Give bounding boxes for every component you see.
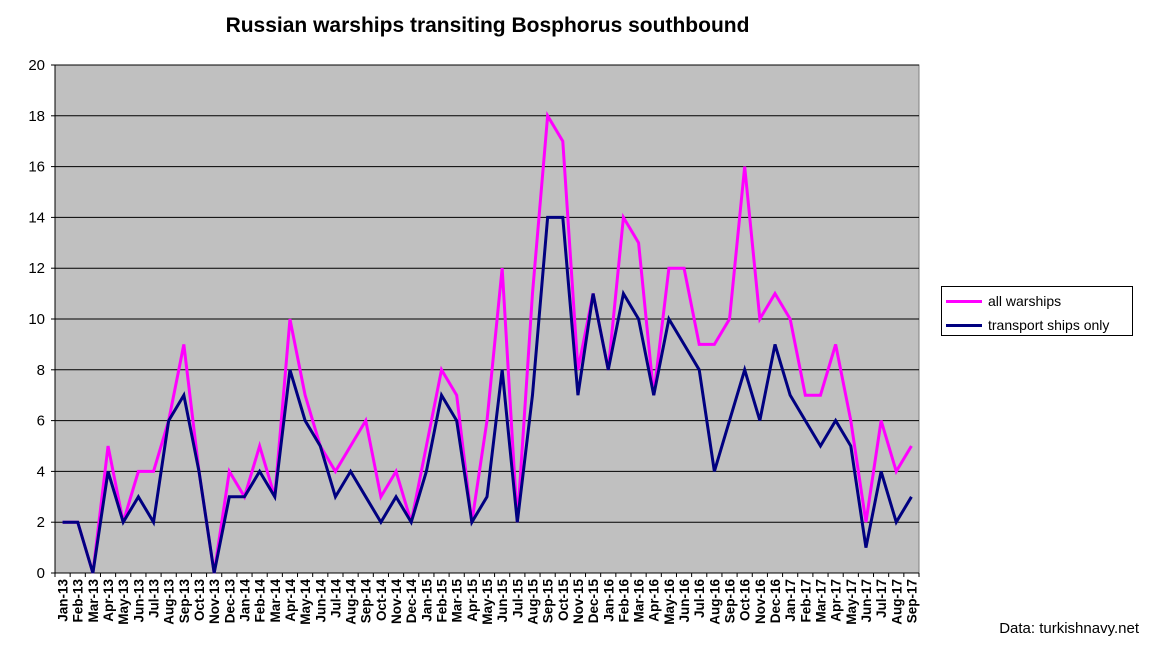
x-tick-label: May-15	[480, 579, 495, 625]
legend-item-transport-ships: transport ships only	[946, 315, 1109, 335]
x-tick-label: Jul-14	[328, 579, 343, 619]
y-tick-label: 12	[28, 260, 45, 277]
x-tick-label: Aug-17	[889, 579, 904, 625]
x-tick-label: Sep-14	[359, 579, 374, 624]
y-tick-label: 2	[37, 514, 45, 531]
y-tick-label: 14	[28, 209, 45, 226]
x-tick-label: Aug-14	[344, 579, 359, 625]
legend-item-all-warships: all warships	[946, 291, 1061, 311]
source-note: Data: turkishnavy.net	[999, 620, 1139, 637]
x-tick-label: Sep-16	[723, 579, 738, 624]
x-tick-label: Nov-15	[571, 579, 586, 625]
y-tick-label: 18	[28, 108, 45, 125]
x-tick-label: Jan-13	[56, 579, 71, 622]
x-tick-label: Jun-17	[859, 579, 874, 623]
x-tick-label: Oct-14	[374, 579, 389, 622]
x-tick-label: Mar-14	[268, 579, 283, 623]
x-tick-label: Sep-17	[904, 579, 919, 623]
x-tick-label: Mar-15	[450, 579, 465, 623]
x-tick-label: Mar-17	[813, 579, 828, 623]
x-tick-label: Dec-14	[404, 579, 419, 624]
series-line-transport-ships	[62, 215, 913, 574]
x-tick-label: Dec-13	[222, 579, 237, 624]
x-tick-label: Apr-14	[283, 579, 298, 622]
x-tick-label: May-13	[116, 579, 131, 625]
x-tick-label: Jul-17	[874, 579, 889, 618]
legend-label-transport-ships: transport ships only	[988, 317, 1110, 333]
x-tick-label: Feb-16	[616, 579, 631, 623]
x-tick-label: Jul-15	[510, 579, 525, 619]
x-tick-label: Jun-13	[131, 579, 146, 623]
x-tick-label: Mar-16	[632, 579, 647, 623]
x-tick-label: Jan-14	[237, 579, 252, 622]
x-tick-label: Jan-16	[601, 579, 616, 622]
x-tick-label: Aug-13	[162, 579, 177, 625]
x-tick-label: May-14	[298, 579, 313, 625]
x-tick-label: Jun-16	[677, 579, 692, 623]
x-tick-label: Feb-15	[435, 579, 450, 623]
x-tick-label: Jun-15	[495, 579, 510, 623]
x-tick-label: May-16	[662, 579, 677, 625]
x-tick-label: Sep-13	[177, 579, 192, 624]
x-tick-label: Jan-17	[783, 579, 798, 622]
x-tick-label: May-17	[844, 579, 859, 625]
x-tick-label: Dec-16	[768, 579, 783, 624]
x-tick-label: Aug-16	[707, 579, 722, 625]
x-tick-label: Dec-15	[586, 579, 601, 624]
y-tick-label: 4	[37, 463, 45, 480]
x-tick-label: Feb-13	[71, 579, 86, 623]
y-tick-label: 16	[28, 159, 45, 176]
x-tick-label: Nov-14	[389, 579, 404, 625]
x-tick-label: Oct-15	[556, 579, 571, 622]
x-tick-label: Apr-13	[101, 579, 116, 622]
x-tick-label: Sep-15	[541, 579, 556, 624]
x-tick-label: Nov-16	[753, 579, 768, 625]
y-tick-label: 10	[28, 311, 45, 328]
legend-swatch-all-warships	[946, 299, 982, 303]
y-tick-label: 20	[28, 57, 45, 74]
x-tick-label: Nov-13	[207, 579, 222, 625]
y-tick-label: 0	[37, 565, 45, 582]
x-tick-label: Jun-14	[313, 579, 328, 623]
legend: all warships transport ships only	[941, 286, 1133, 336]
x-tick-label: Aug-15	[525, 579, 540, 625]
x-tick-label: Apr-16	[647, 579, 662, 622]
x-tick-label: Jul-13	[147, 579, 162, 619]
x-tick-label: Mar-13	[86, 579, 101, 623]
y-tick-label: 6	[37, 413, 45, 430]
x-tick-label: Jan-15	[419, 579, 434, 622]
chart-title: Russian warships transiting Bosphorus so…	[225, 14, 750, 37]
x-tick-label: Feb-14	[253, 579, 268, 623]
x-tick-label: Apr-17	[829, 579, 844, 622]
legend-swatch-transport-ships	[946, 323, 982, 327]
x-tick-label: Oct-13	[192, 579, 207, 622]
legend-label-all-warships: all warships	[988, 293, 1062, 309]
x-tick-label: Apr-15	[465, 579, 480, 622]
y-tick-label: 8	[37, 362, 45, 379]
x-tick-label: Oct-16	[738, 579, 753, 622]
x-tick-label: Jul-16	[692, 579, 707, 619]
x-tick-label: Feb-17	[798, 579, 813, 623]
